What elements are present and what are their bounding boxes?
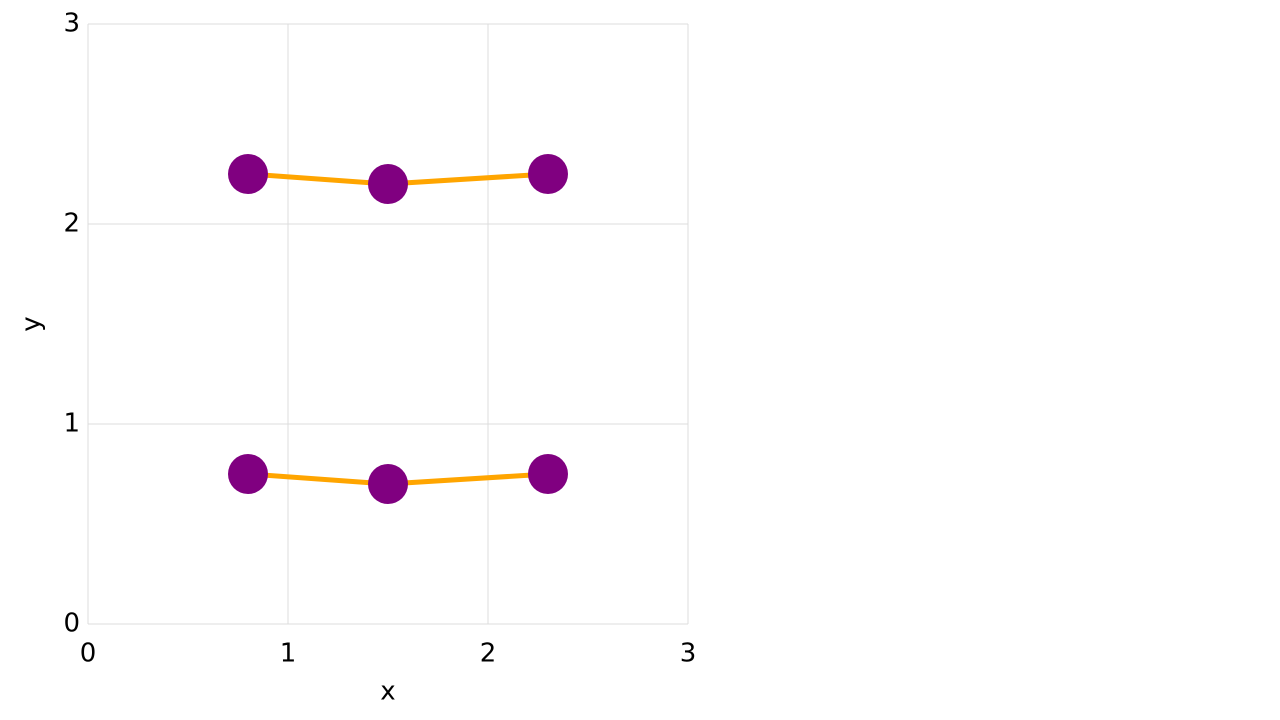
x-tick-label: 0: [80, 639, 97, 669]
y-tick-label: 0: [63, 609, 80, 639]
x-tick-label: 3: [680, 639, 697, 669]
marker: [368, 164, 408, 204]
x-axis-label: x: [380, 677, 395, 707]
y-tick-label: 2: [63, 209, 80, 239]
x-tick-label: 1: [280, 639, 297, 669]
y-axis-label: y: [17, 316, 47, 331]
marker: [228, 454, 268, 494]
x-tick-label: 2: [480, 639, 497, 669]
marker: [528, 154, 568, 194]
marker: [368, 464, 408, 504]
y-tick-label: 1: [63, 409, 80, 439]
y-tick-label: 3: [63, 9, 80, 39]
marker: [228, 154, 268, 194]
marker: [528, 454, 568, 494]
